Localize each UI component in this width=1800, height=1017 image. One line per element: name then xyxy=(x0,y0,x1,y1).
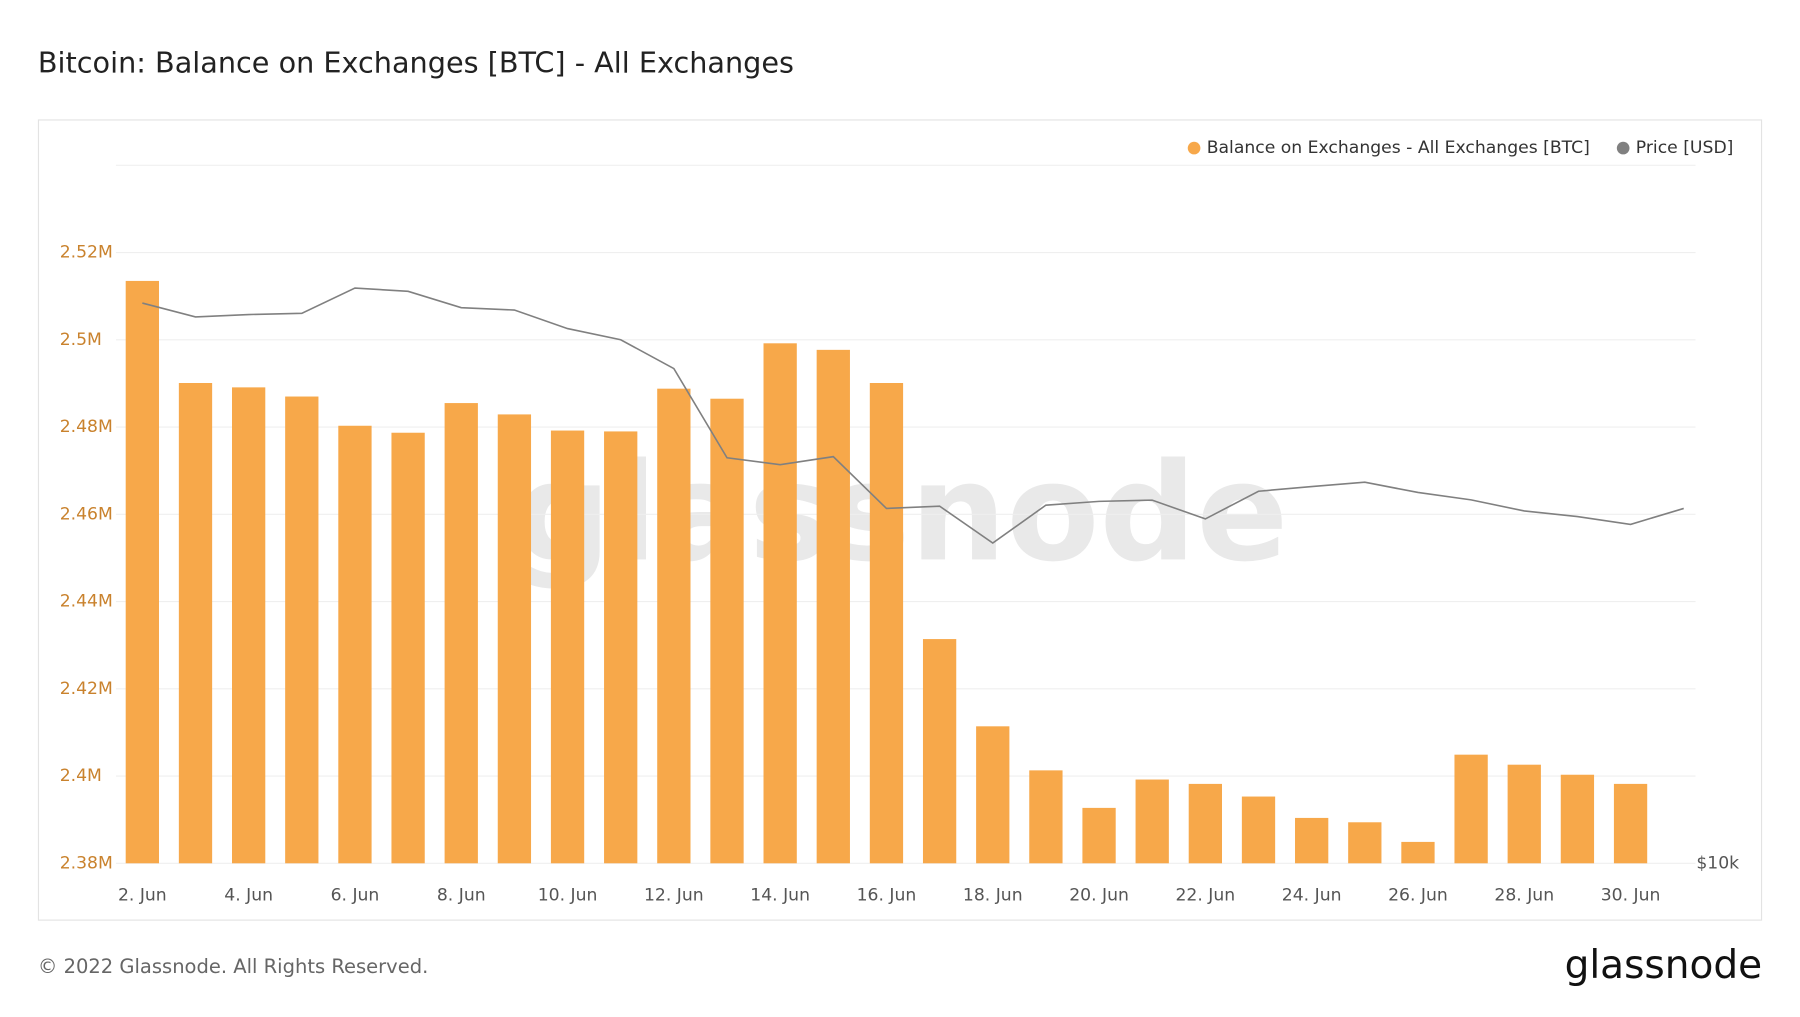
y-tick-label: 2.46M xyxy=(60,504,113,524)
bar xyxy=(869,383,904,864)
x-tick-label: 18. Jun xyxy=(963,885,1023,905)
bar xyxy=(1135,779,1169,864)
x-tick-label: 30. Jun xyxy=(1601,885,1661,905)
bar xyxy=(1560,774,1595,864)
y-tick-label: 2.44M xyxy=(60,592,113,612)
x-tick-label: 6. Jun xyxy=(331,885,380,905)
legend-marker xyxy=(1187,141,1201,155)
y-tick-label: 2.38M xyxy=(60,853,113,873)
bar xyxy=(1295,817,1329,864)
copyright: © 2022 Glassnode. All Rights Reserved. xyxy=(38,955,428,978)
bar xyxy=(1401,841,1435,864)
bar xyxy=(444,403,478,864)
bar xyxy=(1507,764,1541,864)
bar xyxy=(816,349,850,864)
bar xyxy=(763,343,797,864)
bar xyxy=(1188,783,1223,864)
legend-label: Price [USD] xyxy=(1636,138,1734,158)
legend-label: Balance on Exchanges - All Exchanges [BT… xyxy=(1207,138,1590,158)
bar xyxy=(1613,783,1648,864)
bar xyxy=(178,383,213,864)
bar xyxy=(1082,807,1116,864)
bar xyxy=(1029,770,1063,864)
x-tick-label: 10. Jun xyxy=(538,885,598,905)
x-tick-label: 24. Jun xyxy=(1282,885,1342,905)
price-line xyxy=(142,287,1684,545)
bar xyxy=(657,388,691,864)
bar xyxy=(922,639,957,864)
y-tick-label: 2.5M xyxy=(60,330,102,350)
bar xyxy=(391,432,425,864)
x-tick-label: 14. Jun xyxy=(750,885,810,905)
y-tick-label: 2.42M xyxy=(60,679,113,699)
bar xyxy=(976,726,1010,864)
bar xyxy=(232,387,266,864)
bar xyxy=(604,431,638,864)
x-tick-label: 12. Jun xyxy=(644,885,704,905)
bar xyxy=(338,425,372,864)
bar xyxy=(550,430,585,864)
y-tick-label: 2.48M xyxy=(60,417,113,437)
bar xyxy=(125,280,159,864)
bar xyxy=(710,398,744,864)
bar xyxy=(1348,822,1382,864)
bar xyxy=(1454,754,1488,864)
y-tick-label: 2.52M xyxy=(60,243,113,263)
x-tick-label: 28. Jun xyxy=(1494,885,1554,905)
x-tick-label: 4. Jun xyxy=(224,885,273,905)
bar xyxy=(497,414,532,864)
x-tick-label: 2. Jun xyxy=(118,885,167,905)
x-tick-label: 20. Jun xyxy=(1069,885,1129,905)
chart-frame xyxy=(37,119,1763,921)
y2-tick-label: $10k xyxy=(1696,853,1739,873)
x-tick-label: 26. Jun xyxy=(1388,885,1448,905)
x-tick-label: 22. Jun xyxy=(1175,885,1235,905)
y-tick-label: 2.4M xyxy=(60,766,102,786)
plot: 2.38M 2.4M 2.42M 2.44M 2.46M 2.48M 2.5M 2.52M $1… xyxy=(60,138,1739,905)
bar xyxy=(285,396,319,864)
legend-marker xyxy=(1616,141,1630,155)
logo: glassnode xyxy=(1565,943,1763,988)
x-tick-label: 8. Jun xyxy=(437,885,486,905)
bar xyxy=(1241,796,1276,864)
x-tick-label: 16. Jun xyxy=(857,885,917,905)
chart-title: Bitcoin: Balance on Exchanges [BTC] - Al… xyxy=(38,45,794,79)
